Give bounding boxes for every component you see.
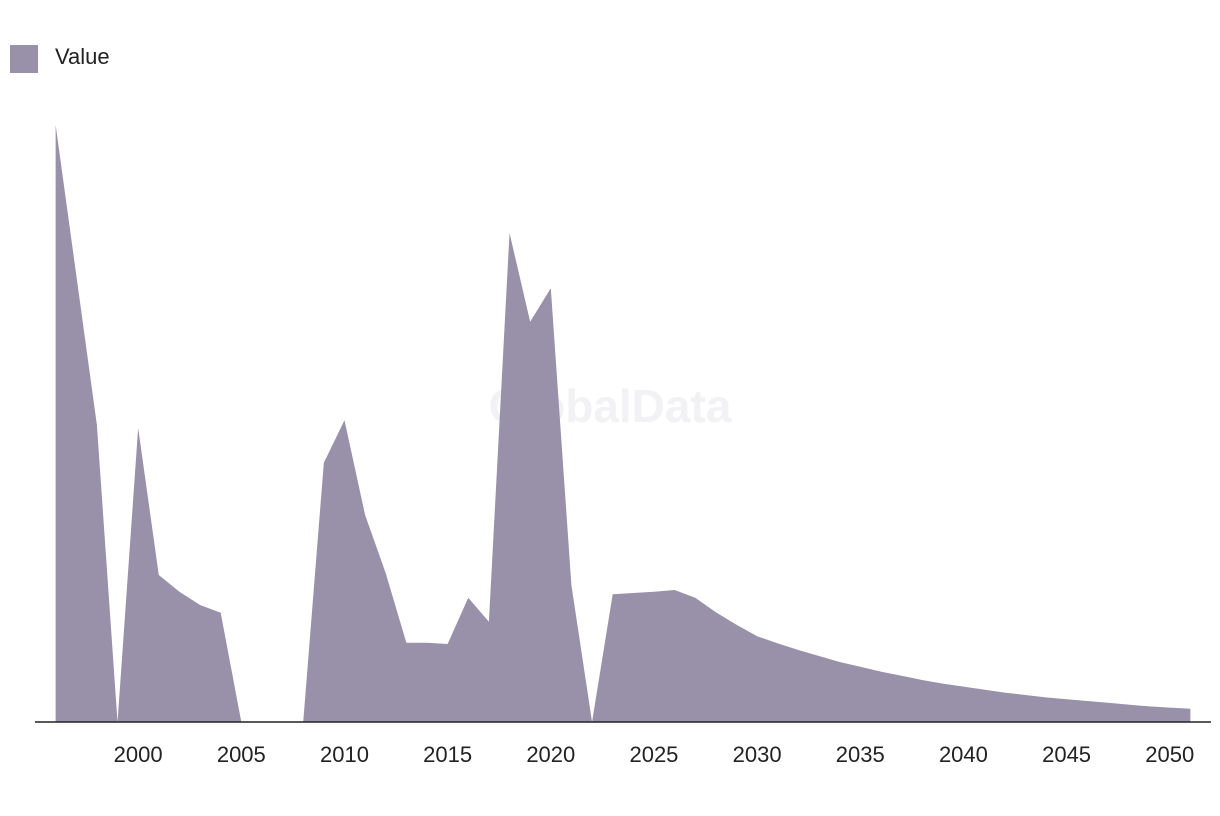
x-tick-label: 2025 bbox=[629, 742, 678, 767]
x-tick-label: 2015 bbox=[423, 742, 472, 767]
x-tick-label: 2010 bbox=[320, 742, 369, 767]
area bbox=[55, 125, 1191, 722]
x-tick-label: 2030 bbox=[733, 742, 782, 767]
x-tick-label: 2000 bbox=[114, 742, 163, 767]
x-tick-label: 2040 bbox=[939, 742, 988, 767]
x-tick-label: 2050 bbox=[1145, 742, 1194, 767]
x-tick-label: 2045 bbox=[1042, 742, 1091, 767]
x-tick-label: 2020 bbox=[526, 742, 575, 767]
x-tick-label: 2005 bbox=[217, 742, 266, 767]
legend-swatch bbox=[10, 45, 38, 73]
x-tick-label: 2035 bbox=[836, 742, 885, 767]
legend-label: Value bbox=[55, 44, 110, 69]
